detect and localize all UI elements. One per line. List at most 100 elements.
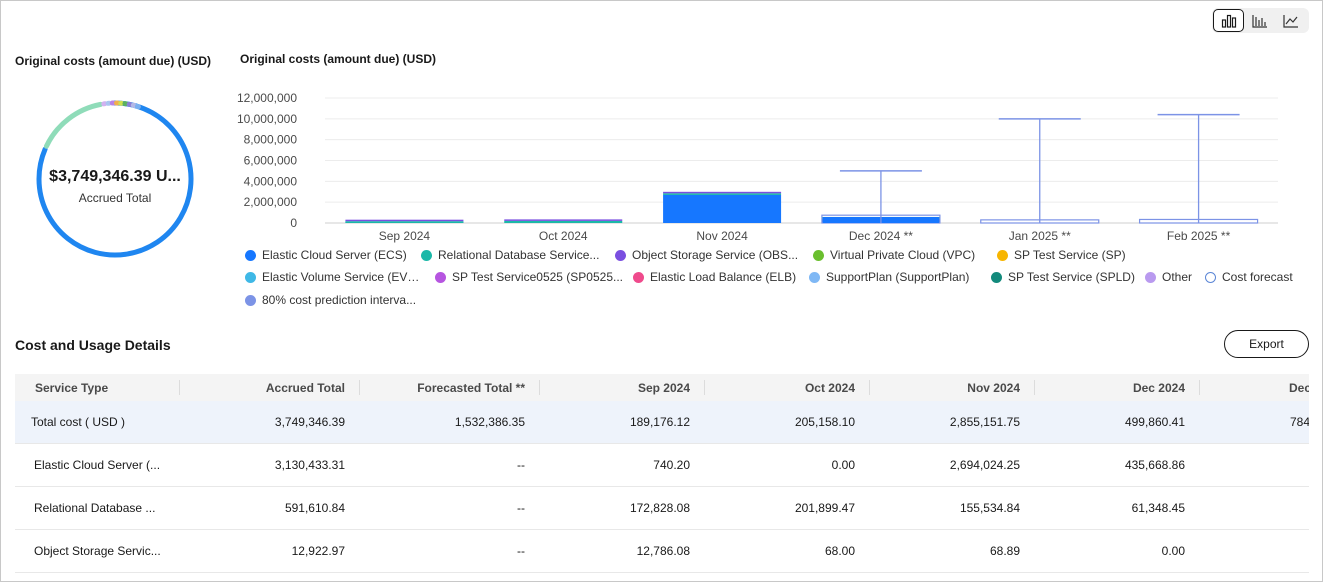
legend-item[interactable]: SP Test Service (SPLD)	[991, 270, 1135, 284]
total-cost-row[interactable]: Total cost ( USD ) 3,749,346.39 1,532,386.…	[15, 401, 1309, 444]
service-name: Relational Database ...	[34, 501, 156, 515]
x-tick-label: Oct 2024	[539, 229, 588, 243]
legend-item[interactable]: Relational Database Service...	[421, 248, 605, 262]
table-cell	[1200, 530, 1309, 572]
legend-marker-icon	[615, 249, 626, 261]
table-cell: 740.20	[653, 458, 690, 472]
legend-item[interactable]: SupportPlan (SupportPlan)	[809, 270, 981, 284]
legend-item[interactable]: Cost forecast	[1205, 270, 1305, 284]
x-tick-label: Feb 2025 **	[1167, 229, 1231, 243]
bar-segment[interactable]	[504, 219, 623, 221]
column-header[interactable]: Forecasted Total **	[360, 374, 540, 401]
legend-item[interactable]: Elastic Load Balance (ELB)	[633, 270, 799, 284]
y-tick-label: 2,000,000	[244, 195, 298, 209]
table-cell: 2,694,024.25	[949, 458, 1020, 472]
legend-item[interactable]: SP Test Service (SP)	[997, 248, 1127, 262]
column-header[interactable]: Nov 2024	[870, 374, 1035, 401]
legend-row: Elastic Cloud Server (ECS) Relational Dat…	[245, 244, 1315, 266]
line-chart-view-button[interactable]	[1275, 9, 1306, 32]
legend-marker-icon	[1205, 271, 1216, 283]
column-header[interactable]: Service Type	[15, 374, 180, 401]
legend-marker-icon	[245, 271, 256, 283]
service-name: Object Storage Servic...	[34, 544, 161, 558]
table-cell: 1,532,386.35	[454, 415, 525, 429]
table-cell: 499,860.41	[1124, 415, 1185, 429]
table-cell: 784	[1290, 415, 1309, 429]
column-header[interactable]: Oct 2024	[705, 374, 870, 401]
bar-segment[interactable]	[504, 220, 623, 223]
bar-segment[interactable]	[663, 194, 782, 223]
donut-segment[interactable]	[43, 101, 104, 149]
table-cell: 68.00	[824, 544, 855, 558]
table-cell: 591,610.84	[284, 501, 345, 515]
table-row[interactable]: Elastic Cloud Server (... 3,130,433.31 -- 7…	[15, 444, 1309, 487]
legend-item[interactable]: Object Storage Service (OBS...	[615, 248, 803, 262]
legend-marker-icon	[809, 271, 820, 283]
legend-label: Object Storage Service (OBS...	[632, 248, 799, 262]
column-header[interactable]: Dec 2024	[1035, 374, 1200, 401]
legend-row: Elastic Volume Service (EVS... SP Test Se…	[245, 266, 1315, 288]
table-cell: 0.00	[831, 458, 855, 472]
table-header: Service Type Accrued Total Forecasted Tota…	[15, 374, 1309, 401]
table-cell: 201,899.47	[794, 501, 855, 515]
legend-item[interactable]: Elastic Volume Service (EVS...	[245, 270, 425, 284]
export-button[interactable]: Export	[1224, 330, 1309, 358]
column-header[interactable]: Dec	[1289, 380, 1309, 395]
line-chart-icon	[1282, 14, 1298, 28]
legend-marker-icon	[245, 249, 256, 261]
y-tick-label: 6,000,000	[244, 154, 298, 168]
table-cell: --	[517, 458, 525, 472]
legend-item[interactable]: Other	[1145, 270, 1195, 284]
donut-center: $3,749,346.39 U... Accrued Total	[36, 168, 194, 205]
legend-row: 80% cost prediction interva...	[245, 288, 1315, 312]
legend-label: SP Test Service0525 (SP0525...	[452, 270, 623, 284]
chart-legend: Elastic Cloud Server (ECS) Relational Dat…	[245, 244, 1315, 312]
legend-item[interactable]: SP Test Service0525 (SP0525...	[435, 270, 623, 284]
bar-segment[interactable]	[345, 221, 464, 223]
legend-marker-icon	[997, 249, 1008, 261]
legend-item[interactable]: Virtual Private Cloud (VPC)	[813, 248, 987, 262]
donut-chart	[36, 100, 194, 258]
legend-label: SP Test Service (SPLD)	[1008, 270, 1135, 284]
table-row[interactable]: Relational Database ... 591,610.84 -- 172,8…	[15, 487, 1309, 530]
table-body: Total cost ( USD ) 3,749,346.39 1,532,386.…	[15, 401, 1309, 573]
table-cell: --	[517, 544, 525, 558]
table-cell	[1200, 444, 1309, 486]
table-cell: 205,158.10	[794, 415, 855, 429]
y-tick-label: 12,000,000	[237, 91, 297, 105]
accrued-total-amount: $3,749,346.39 U...	[49, 168, 181, 185]
table-cell: 2,855,151.75	[949, 415, 1020, 429]
column-header[interactable]: Sep 2024	[540, 374, 705, 401]
legend-label: Elastic Load Balance (ELB)	[650, 270, 797, 284]
chart-view-switch	[1212, 8, 1309, 33]
bar-segment[interactable]	[663, 193, 782, 195]
bar-chart: 12,000,000 10,000,000 8,000,000 6,000,000 4,…	[237, 91, 1278, 243]
y-tick-label: 4,000,000	[244, 174, 298, 188]
table-cell: Total cost ( USD )	[15, 401, 180, 443]
bar-segment[interactable]	[663, 191, 782, 194]
legend-item[interactable]: 80% cost prediction interva...	[245, 293, 435, 307]
x-tick-label: Jan 2025 **	[1009, 229, 1071, 243]
table-cell: --	[517, 501, 525, 515]
table-cell: Object Storage Servic...	[15, 530, 180, 572]
y-tick-label: 0	[290, 216, 297, 230]
service-name: Total cost ( USD )	[31, 415, 126, 429]
column-header[interactable]: Accrued Total	[180, 374, 360, 401]
table-cell: 155,534.84	[959, 501, 1020, 515]
donut-segment[interactable]	[36, 100, 194, 258]
legend-item[interactable]: Elastic Cloud Server (ECS)	[245, 248, 411, 262]
legend-marker-icon	[435, 271, 446, 283]
details-section-title: Cost and Usage Details	[15, 337, 171, 353]
table-cell: 12,786.08	[636, 544, 690, 558]
histogram-view-button[interactable]	[1244, 9, 1275, 32]
legend-marker-icon	[1145, 271, 1156, 283]
table-cell: 435,668.86	[1124, 458, 1185, 472]
legend-label: Other	[1162, 270, 1193, 284]
bar-segment[interactable]	[345, 219, 464, 222]
table-row[interactable]: Object Storage Servic... 12,922.97 -- 12,78…	[15, 530, 1309, 573]
bar-chart-view-button[interactable]	[1213, 9, 1244, 32]
legend-label: 80% cost prediction interva...	[262, 293, 417, 307]
table-cell: Elastic Cloud Server (...	[15, 444, 180, 486]
table-cell: 3,130,433.31	[274, 458, 345, 472]
legend-marker-icon	[633, 271, 644, 283]
